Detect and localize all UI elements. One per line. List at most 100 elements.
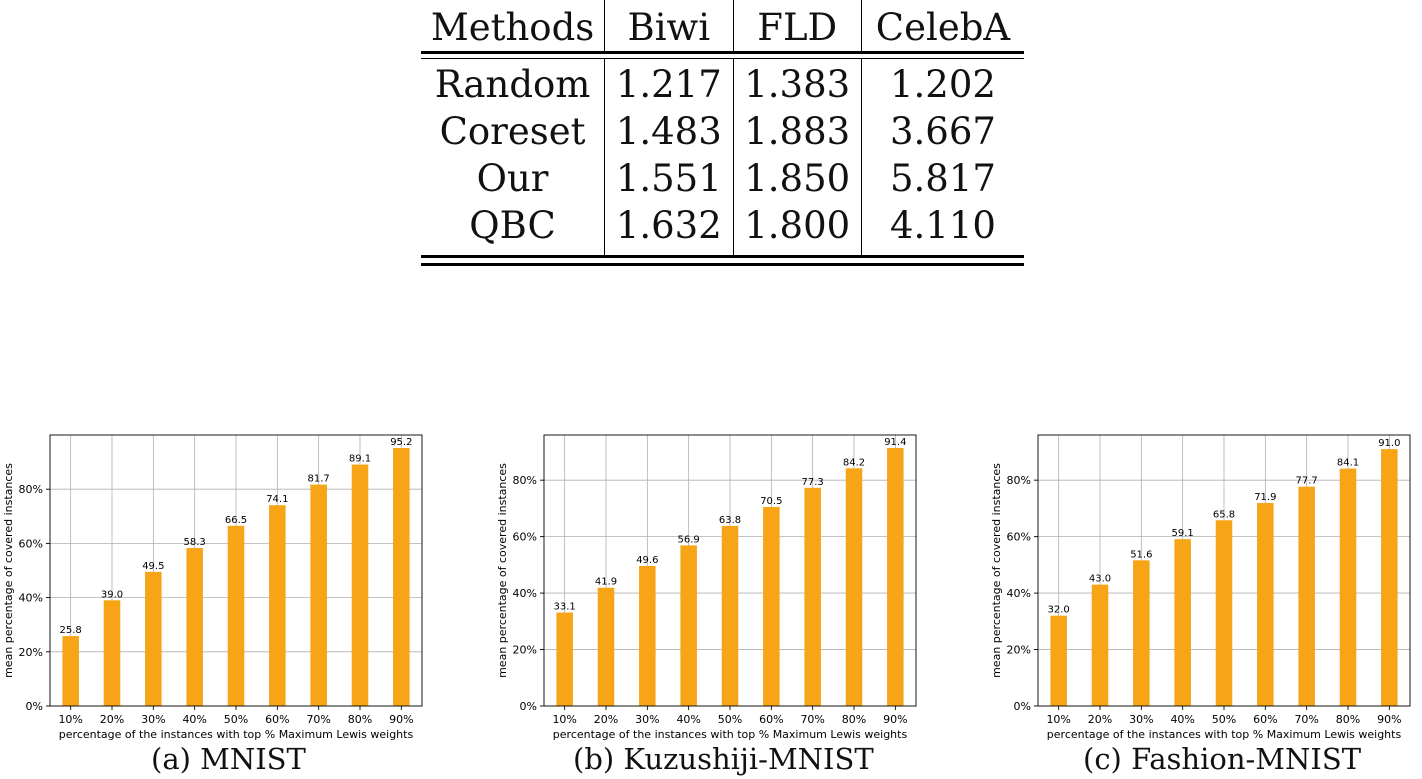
- bar-value-label: 84.2: [843, 457, 865, 468]
- x-tick-label: 40%: [676, 713, 700, 726]
- bar-kuzushiji-mnist-0: [556, 612, 573, 706]
- bar-fashion-mnist-4: [1215, 520, 1233, 706]
- cell-fld: 1.883: [733, 108, 862, 155]
- cell-fld: 1.850: [733, 155, 862, 202]
- bar-value-label: 91.4: [884, 437, 906, 448]
- bar-mnist-3: [186, 548, 203, 706]
- x-tick-label: 80%: [348, 713, 372, 726]
- table-row: Coreset 1.483 1.883 3.667: [421, 108, 1024, 155]
- bar-value-label: 70.5: [760, 496, 782, 507]
- bar-value-label: 56.9: [678, 534, 700, 545]
- x-tick-label: 70%: [800, 713, 824, 726]
- cell-celeba: 1.202: [890, 63, 996, 106]
- x-axis-label: percentage of the instances with top % M…: [553, 728, 908, 741]
- bar-value-label: 74.1: [266, 494, 288, 505]
- x-tick-label: 50%: [1212, 713, 1236, 726]
- results-table: Methods Biwi FLD CelebA Random 1.217 1.3…: [421, 0, 1024, 266]
- row-method: Coreset: [421, 108, 606, 155]
- bar-mnist-5: [269, 505, 286, 706]
- bar-value-label: 58.3: [184, 537, 206, 548]
- cell-celeba: 3.667: [890, 110, 996, 153]
- x-tick-label: 40%: [1170, 713, 1194, 726]
- bar-mnist-0: [62, 636, 79, 706]
- bar-kuzushiji-mnist-2: [639, 565, 656, 706]
- bar-value-label: 81.7: [308, 474, 330, 485]
- y-tick-label: 40%: [1007, 587, 1031, 600]
- bar-mnist-4: [227, 525, 245, 706]
- bar-kuzushiji-mnist-7: [845, 468, 863, 706]
- cell-celeba: 4.110: [890, 204, 996, 247]
- cell-fld: 1.383: [733, 58, 862, 108]
- bar-value-label: 59.1: [1172, 528, 1194, 539]
- bar-kuzushiji-mnist-4: [721, 525, 739, 706]
- x-tick-label: 70%: [306, 713, 330, 726]
- bar-value-label: 51.6: [1130, 549, 1152, 560]
- x-tick-label: 50%: [224, 713, 248, 726]
- x-tick-label: 30%: [635, 713, 659, 726]
- bar-value-label: 33.1: [554, 602, 576, 613]
- bar-kuzushiji-mnist-1: [597, 587, 615, 706]
- bar-value-label: 39.0: [101, 589, 123, 600]
- bar-value-label: 41.9: [595, 577, 617, 588]
- chart-mnist-svg: 25.8 39.0 49.5 58.3 66.5 74.1 81.7 89.1 95.2 0% 20…: [2, 434, 423, 741]
- bar-fashion-mnist-0: [1050, 615, 1067, 706]
- y-tick-label: 20%: [513, 644, 537, 657]
- bar-mnist-1: [103, 600, 121, 706]
- x-tick-label: 60%: [1253, 713, 1277, 726]
- y-axis-label: mean percentage of covered instances: [496, 463, 509, 678]
- bar-kuzushiji-mnist-8: [887, 447, 904, 706]
- y-tick-label: 0%: [520, 700, 537, 713]
- bar-fashion-mnist-7: [1339, 468, 1357, 706]
- caption-mnist: (a) MNIST: [151, 742, 306, 776]
- bar-value-label: 89.1: [349, 454, 371, 465]
- bar-kuzushiji-mnist-3: [680, 545, 697, 706]
- bar-value-label: 91.0: [1378, 438, 1400, 449]
- row-method: Our: [421, 155, 606, 202]
- table-row: QBC 1.632 1.800 4.110: [421, 202, 1024, 257]
- x-tick-label: 20%: [594, 713, 618, 726]
- table-header-row: Methods Biwi FLD CelebA: [421, 0, 1024, 53]
- y-tick-label: 80%: [1007, 474, 1031, 487]
- cell-biwi: 1.551: [604, 155, 734, 202]
- bar-mnist-7: [351, 464, 369, 706]
- x-tick-label: 40%: [182, 713, 206, 726]
- bar-fashion-mnist-5: [1257, 503, 1274, 706]
- chart-fashion-mnist: 32.0 43.0 51.6 59.1 65.8 71.9 77.7 84.1 91.0 0% 20…: [988, 425, 1422, 779]
- y-tick-label: 80%: [19, 483, 43, 496]
- bar-value-label: 77.3: [802, 477, 824, 488]
- y-tick-label: 60%: [19, 537, 43, 550]
- table-top-rule: [421, 51, 1024, 59]
- header-celeba: CelebA: [861, 0, 1024, 53]
- x-tick-label: 20%: [1088, 713, 1112, 726]
- bar-fashion-mnist-2: [1133, 560, 1150, 706]
- bar-value-label: 77.7: [1296, 476, 1318, 487]
- y-tick-label: 20%: [19, 646, 43, 659]
- x-tick-label: 10%: [58, 713, 82, 726]
- bar-value-label: 32.0: [1048, 605, 1070, 616]
- x-tick-label: 30%: [141, 713, 165, 726]
- x-tick-label: 90%: [389, 713, 413, 726]
- y-tick-label: 60%: [513, 531, 537, 544]
- bar-fashion-mnist-3: [1174, 539, 1191, 706]
- bar-fashion-mnist-1: [1091, 584, 1109, 706]
- x-tick-label: 20%: [100, 713, 124, 726]
- x-tick-label: 90%: [1377, 713, 1401, 726]
- bar-value-label: 25.8: [60, 625, 82, 636]
- bar-kuzushiji-mnist-6: [804, 487, 821, 706]
- x-tick-label: 50%: [718, 713, 742, 726]
- y-tick-label: 0%: [1014, 700, 1031, 713]
- table-bottom-rule: [421, 255, 1024, 266]
- bar-kuzushiji-mnist-5: [763, 506, 780, 706]
- y-tick-label: 60%: [1007, 531, 1031, 544]
- x-tick-label: 60%: [265, 713, 289, 726]
- bar-value-label: 84.1: [1337, 458, 1359, 469]
- bar-mnist-8: [393, 448, 410, 706]
- y-tick-label: 40%: [513, 587, 537, 600]
- cell-biwi: 1.483: [604, 108, 734, 155]
- row-method: QBC: [421, 202, 606, 257]
- header-biwi: Biwi: [604, 0, 734, 53]
- x-tick-label: 30%: [1129, 713, 1153, 726]
- x-tick-label: 80%: [1336, 713, 1360, 726]
- bar-value-label: 49.6: [636, 555, 658, 566]
- bar-value-label: 63.8: [719, 515, 741, 526]
